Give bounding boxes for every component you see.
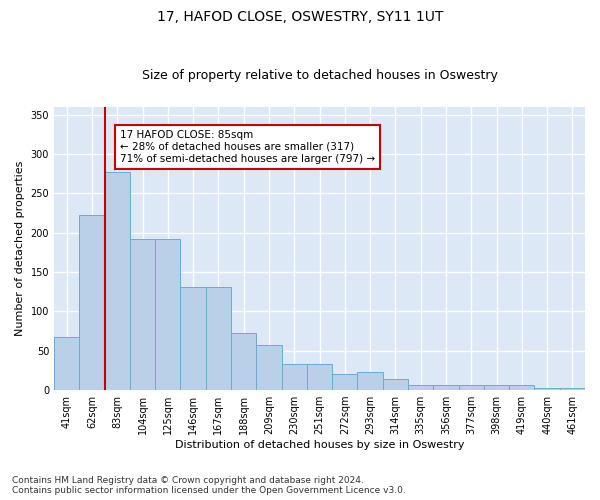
Bar xyxy=(130,239,155,390)
Bar xyxy=(281,364,307,390)
Bar xyxy=(383,379,408,390)
Bar xyxy=(458,386,484,390)
Title: Size of property relative to detached houses in Oswestry: Size of property relative to detached ho… xyxy=(142,69,497,82)
X-axis label: Distribution of detached houses by size in Oswestry: Distribution of detached houses by size … xyxy=(175,440,464,450)
Bar xyxy=(433,386,458,390)
Bar xyxy=(332,374,358,390)
Y-axis label: Number of detached properties: Number of detached properties xyxy=(15,160,25,336)
Bar xyxy=(256,345,281,390)
Bar xyxy=(104,172,130,390)
Bar xyxy=(307,364,332,390)
Bar xyxy=(54,336,79,390)
Bar xyxy=(79,216,104,390)
Bar xyxy=(358,372,383,390)
Bar xyxy=(231,334,256,390)
Bar xyxy=(509,386,535,390)
Bar xyxy=(181,287,206,390)
Bar xyxy=(535,388,560,390)
Bar xyxy=(560,388,585,390)
Text: Contains HM Land Registry data © Crown copyright and database right 2024.
Contai: Contains HM Land Registry data © Crown c… xyxy=(12,476,406,495)
Bar xyxy=(206,287,231,390)
Text: 17 HAFOD CLOSE: 85sqm
← 28% of detached houses are smaller (317)
71% of semi-det: 17 HAFOD CLOSE: 85sqm ← 28% of detached … xyxy=(120,130,375,164)
Text: 17, HAFOD CLOSE, OSWESTRY, SY11 1UT: 17, HAFOD CLOSE, OSWESTRY, SY11 1UT xyxy=(157,10,443,24)
Bar xyxy=(155,239,181,390)
Bar xyxy=(484,386,509,390)
Bar xyxy=(408,386,433,390)
